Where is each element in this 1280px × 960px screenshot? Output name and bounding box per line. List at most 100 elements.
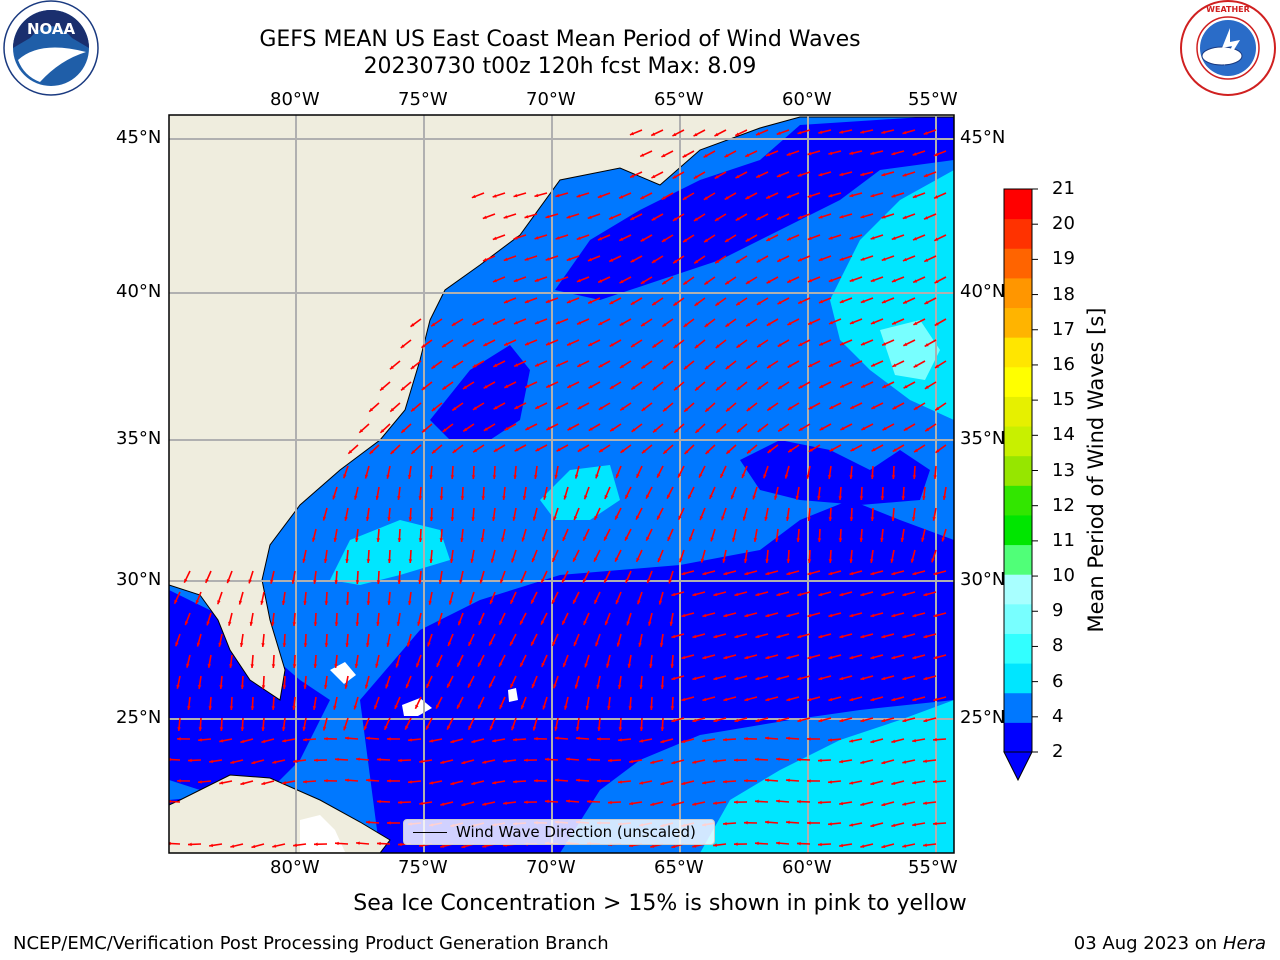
wave-direction-arrowhead — [209, 843, 213, 848]
wave-direction-arrowhead — [489, 726, 494, 731]
wave-direction-arrowhead — [797, 257, 802, 262]
wave-direction-arrowhead — [787, 237, 792, 241]
wave-direction-arrowhead — [681, 781, 686, 785]
wave-direction-arrowhead — [227, 579, 231, 584]
wave-direction-arrowhead — [776, 718, 781, 723]
wave-direction-arrowhead — [744, 697, 749, 702]
wave-direction-arrowhead — [849, 475, 853, 479]
wave-direction-arrowhead — [473, 448, 478, 453]
wave-direction-arrowhead — [870, 781, 875, 786]
wave-direction-arrowhead — [650, 844, 655, 848]
wave-direction-arrowhead — [776, 799, 780, 803]
wave-direction-arrowhead — [652, 386, 657, 390]
wave-direction-arrowhead — [778, 427, 783, 432]
wave-direction-arrowhead — [849, 823, 854, 827]
wave-direction-arrowhead — [736, 386, 741, 391]
wave-direction-arrowhead — [723, 655, 728, 660]
wave-direction-arrowhead — [693, 132, 698, 137]
wave-direction-arrowhead — [726, 450, 731, 454]
wave-direction-arrowhead — [542, 537, 546, 542]
colorbar-label: Mean Period of Wind Waves [s] — [1084, 307, 1108, 633]
wave-direction-arrowhead — [744, 779, 748, 783]
wave-direction-arrowhead — [765, 778, 769, 782]
lat-tick-left: 35°N — [116, 428, 162, 449]
wave-direction-arrowhead — [576, 236, 581, 240]
wave-direction-arrowhead — [542, 705, 546, 710]
wave-direction-arrowhead — [933, 571, 938, 576]
wave-direction-arrowhead — [348, 449, 353, 454]
wave-direction-arrowhead — [521, 705, 525, 710]
wave-direction-arrowhead — [472, 406, 477, 410]
wave-period-region-dark — [555, 115, 954, 300]
wave-direction-arrowhead — [870, 151, 875, 155]
wave-direction-arrowhead — [482, 802, 487, 806]
wave-direction-arrowhead — [553, 684, 557, 689]
wave-direction-arrowhead — [860, 718, 865, 723]
wave-direction-arrowhead — [745, 195, 750, 199]
wave-direction-arrowhead — [387, 601, 391, 605]
wave-direction-arrowhead — [746, 322, 751, 327]
wave-direction-arrowhead — [860, 130, 865, 134]
wave-direction-arrowhead — [741, 474, 746, 479]
wave-direction-arrowhead — [818, 676, 823, 681]
wave-direction-arrowhead — [332, 495, 336, 500]
wave-direction-arrowhead — [416, 663, 420, 668]
wave-direction-arrowhead — [797, 173, 802, 177]
wave-direction-arrowhead — [860, 257, 865, 261]
wave-direction-arrowhead — [860, 760, 865, 764]
wave-direction-arrowhead — [397, 580, 402, 584]
wave-direction-arrowhead — [924, 258, 929, 262]
wave-direction-arrowhead — [850, 447, 855, 452]
wave-direction-arrowhead — [807, 737, 811, 741]
wave-direction-arrowhead — [380, 429, 385, 433]
wave-direction-arrowhead — [281, 601, 286, 605]
wave-direction-arrowhead — [797, 718, 802, 723]
wave-direction-arrowhead — [661, 153, 666, 157]
wave-direction-arrowhead — [597, 727, 601, 731]
wave-direction-arrowhead — [710, 537, 714, 542]
wave-direction-arrowhead — [735, 132, 740, 136]
wave-direction-arrowhead — [786, 571, 791, 576]
wave-direction-arrowhead — [324, 643, 329, 647]
wave-direction-arrowhead — [421, 344, 426, 348]
wave-direction-arrowhead — [786, 152, 791, 156]
wave-direction-arrowhead — [387, 517, 391, 521]
wave-direction-arrowhead — [715, 344, 720, 348]
wave-direction-arrowhead — [512, 516, 516, 521]
wave-direction-arrowhead — [599, 448, 604, 453]
wave-direction-arrowhead — [786, 697, 791, 702]
wave-direction-arrowhead — [840, 426, 845, 430]
wave-direction-arrowhead — [524, 758, 528, 762]
wave-direction-arrowhead — [584, 663, 588, 668]
wave-direction-arrowhead — [636, 515, 640, 520]
wave-direction-arrowhead — [630, 301, 635, 305]
wave-direction-arrowhead — [324, 737, 328, 741]
wave-direction-arrowhead — [618, 727, 623, 731]
wave-direction-arrowhead — [891, 475, 896, 479]
wave-direction-arrowhead — [345, 736, 349, 740]
wave-direction-arrowhead — [767, 364, 772, 369]
wave-direction-arrowhead — [503, 215, 508, 219]
wave-direction-arrowhead — [566, 799, 570, 803]
wave-direction-arrowhead — [562, 578, 566, 583]
wave-direction-arrowhead — [631, 343, 636, 348]
wave-direction-arrowhead — [756, 174, 761, 178]
wave-direction-arrowhead — [870, 613, 875, 618]
lon-tick-top: 60°W — [782, 89, 832, 110]
wave-direction-arrowhead — [625, 536, 629, 541]
wave-direction-arrowhead — [639, 739, 644, 743]
wave-direction-arrowhead — [902, 760, 907, 764]
wave-direction-arrowhead — [185, 621, 189, 626]
wave-direction-arrowhead — [534, 236, 539, 240]
wave-direction-arrowhead — [188, 842, 192, 847]
wave-direction-arrowhead — [699, 473, 703, 478]
footer-credit: NCEP/EMC/Verification Post Processing Pr… — [13, 933, 609, 954]
wave-direction-arrowhead — [448, 600, 453, 605]
wave-direction-arrowhead — [756, 301, 761, 305]
wave-direction-arrowhead — [387, 779, 391, 783]
wave-direction-arrowhead — [292, 622, 296, 626]
wave-direction-arrowhead — [499, 662, 503, 667]
wave-direction-arrowhead — [651, 174, 656, 178]
wave-direction-arrowhead — [514, 405, 519, 409]
wave-direction-arrowhead — [723, 697, 728, 702]
